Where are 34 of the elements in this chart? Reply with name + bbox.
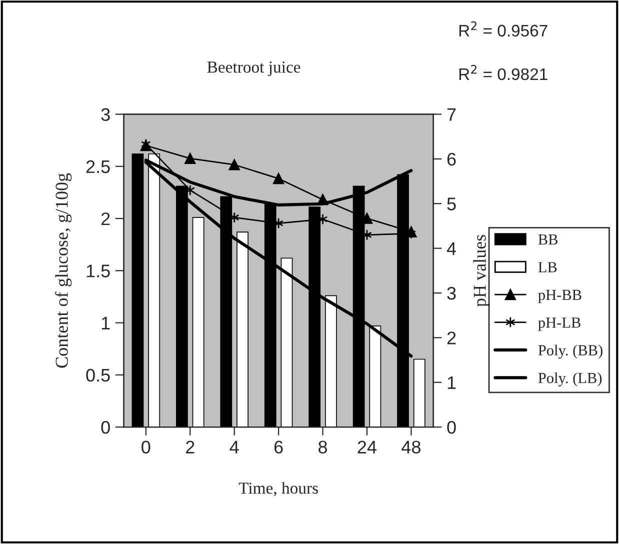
chart-title: Beetroot juice (207, 62, 300, 76)
x-tick-label: 6 (274, 440, 283, 454)
x-tick-label: 24 (358, 440, 376, 454)
y2-tick-label: 3 (447, 286, 456, 300)
legend-label: LB (538, 262, 557, 272)
y2-tick-label: 6 (447, 152, 456, 166)
legend-label: pH-BB (538, 290, 582, 304)
y-tick-label: 1 (102, 316, 110, 330)
legend-label: Poly. (LB) (538, 372, 602, 386)
text: R$^{2}$ = 0.9821 (459, 64, 548, 80)
y-tick-label: 0.5 (86, 368, 110, 382)
legend-label: BB (538, 234, 558, 245)
y-tick-label: 1.5 (86, 264, 110, 278)
legend-label: pH-LB (538, 318, 580, 331)
x-axis-title: Time, hours (238, 482, 318, 496)
y2-axis-title: pH values (473, 234, 490, 307)
x-tick-label: 4 (230, 440, 239, 454)
x-tick-label: 48 (402, 440, 420, 454)
y2-tick-label: 2 (447, 332, 456, 344)
y-tick-label: 0 (101, 420, 110, 434)
x-tick-label: 2 (186, 440, 194, 454)
y2-tick-label: 1 (448, 376, 456, 389)
y-tick-label: 2.5 (86, 160, 110, 174)
y-tick-label: 2 (101, 212, 110, 226)
y-axis-title: Content of glucose, g/100g (55, 173, 72, 368)
legend-label: Poly. (BB) (538, 344, 602, 359)
y2-tick-label: 5 (447, 198, 456, 210)
x-tick-label: 0 (142, 440, 150, 454)
y2-tick-label: 7 (447, 108, 456, 121)
y2-tick-label: 4 (446, 242, 456, 255)
y-tick-label: 3 (101, 108, 110, 121)
x-tick-label: 8 (318, 440, 327, 454)
text: R$^{2}$ = 0.9567 (459, 21, 548, 37)
y2-tick-label: 0 (447, 420, 456, 434)
